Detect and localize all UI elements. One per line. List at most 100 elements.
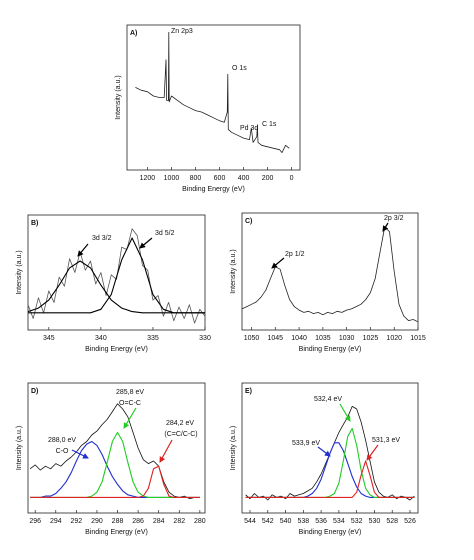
spectrum-line [241,226,419,323]
annotation-arrow [271,257,285,269]
annotation: Pd 3d [240,125,258,132]
annotation-arrow [366,444,379,461]
x-tick-label: 538 [297,518,309,525]
x-tick-label: 400 [238,175,250,182]
panel-label: C) [245,218,252,225]
panel: 345 340 335 330 B) Binding Energy (eV) Intensi… [16,214,211,353]
annotation: Zn 2p3 [171,28,193,35]
spectrum-line [245,460,415,498]
x-tick-label: 282 [173,518,185,525]
x-tick-label: 1200 [140,175,156,182]
annotation: 531,3 eV [372,437,400,444]
spectrum-line [27,228,206,324]
x-tick-label: 1000 [164,175,180,182]
annotation-arrow [77,243,89,257]
x-tick-label: 1050 [244,335,260,342]
annotation: C-O [56,448,69,455]
x-tick-label: 292 [71,518,83,525]
annotation-arrow [339,403,351,422]
annotation: O=C-C [119,400,141,407]
annotation: 2p 3/2 [384,215,404,222]
plot-frame [126,24,301,171]
annotation: 285,8 eV [116,389,144,396]
plot-frame [27,382,206,514]
x-tick-label: 284 [153,518,165,525]
x-axis-label: Binding Energy (eV) [85,346,148,353]
plot-frame [241,382,419,514]
annotation: 3d 5/2 [155,230,175,237]
y-axis-label: Intensity (a.u.) [230,249,237,293]
annotation: C 1s [262,121,277,128]
spectrum-line [28,237,205,314]
x-tick-label: 1020 [386,335,402,342]
annotation-arrow [71,449,89,459]
annotation: (C=C/C-C) [164,431,197,438]
x-tick-label: 526 [404,518,416,525]
y-axis-label: Intensity (a.u.) [115,75,122,119]
x-tick-label: 1040 [291,335,307,342]
annotation: 2p 1/2 [285,251,305,258]
x-tick-label: 200 [262,175,274,182]
x-tick-label: 290 [91,518,103,525]
plot-frame [241,212,419,331]
x-tick-label: 1025 [363,335,379,342]
y-axis-label: Intensity (a.u.) [16,426,23,470]
annotation: 532,4 eV [314,396,342,403]
x-tick-label: 528 [386,518,398,525]
spectrum-line [135,31,290,153]
x-tick-label: 335 [147,335,159,342]
x-tick-label: 800 [190,175,202,182]
panel-label: A) [130,30,137,37]
panel-label: B) [31,220,38,227]
x-tick-label: 345 [43,335,55,342]
x-tick-label: 530 [369,518,381,525]
annotation-arrow [159,439,173,463]
panel: 544 542 540 538 536 534 532 530 528 526 E) Binding … [230,382,419,536]
x-tick-label: 296 [29,518,41,525]
x-tick-label: 340 [95,335,107,342]
y-axis-label: Intensity (a.u.) [230,426,237,470]
x-axis-label: Binding Energy (eV) [85,529,148,536]
panel: 296 294 292 290 288 286 284 282 280 D) Binding Ene… [16,382,206,536]
x-tick-label: 1015 [410,335,426,342]
plot-frame [27,214,206,331]
spectrum-line [245,442,415,498]
x-tick-label: 1045 [268,335,284,342]
x-tick-label: 542 [262,518,274,525]
x-tick-label: 1035 [315,335,331,342]
annotation-arrow [382,222,389,232]
spectrum-line [29,403,200,500]
annotation: 288,0 eV [48,437,76,444]
x-tick-label: 1030 [339,335,355,342]
annotation-arrow [317,446,331,457]
x-tick-label: 286 [132,518,144,525]
x-tick-label: 532 [351,518,363,525]
annotation: 3d 3/2 [92,235,112,242]
annotation: O 1s [232,65,247,72]
annotation: 284,2 eV [166,420,194,427]
x-tick-label: 294 [50,518,62,525]
spectrum-line [30,465,200,498]
x-tick-label: 600 [214,175,226,182]
x-tick-label: 540 [280,518,292,525]
x-tick-label: 544 [244,518,256,525]
x-tick-label: 288 [112,518,124,525]
spectrum-line [27,260,205,314]
x-tick-label: 280 [194,518,206,525]
panel-label: E) [245,388,252,395]
x-tick-label: 330 [199,335,211,342]
annotation-arrow [123,407,137,429]
annotation: 533,9 eV [292,440,320,447]
panel-label: D) [31,388,38,395]
x-axis-label: Binding Energy (eV) [299,346,362,353]
x-axis-label: Binding Energy (eV) [299,529,362,536]
annotation-arrow [139,237,153,249]
x-axis-label: Binding Energy (eV) [182,186,245,193]
panel: 1200 1000 800 600 400 200 0 A) Binding Energy (e… [115,24,301,193]
panel: 1050 1045 1040 1035 1030 1025 1020 1015 C) Bindin… [230,212,426,353]
x-tick-label: 534 [333,518,345,525]
y-axis-label: Intensity (a.u.) [16,250,23,294]
x-tick-label: 0 [290,175,294,182]
x-tick-label: 536 [315,518,327,525]
